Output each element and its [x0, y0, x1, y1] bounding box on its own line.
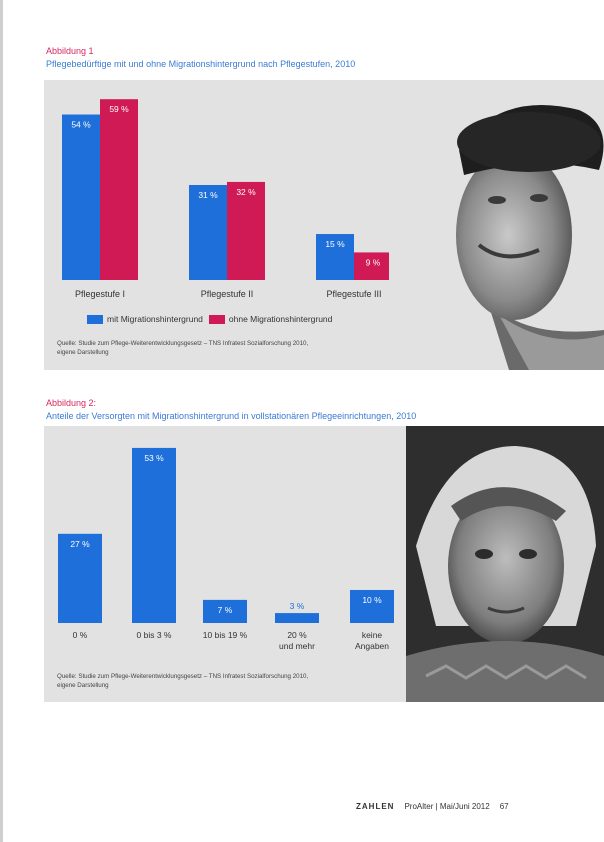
figure2-source-line2: eigene Darstellung [57, 682, 109, 689]
footer-page-number: 67 [499, 802, 509, 811]
figure1-title: Pflegebedürftige mit und ohne Migrations… [46, 59, 356, 69]
figure1-label: Abbildung 1 [46, 46, 94, 56]
legend-label-ohne: ohne Migrationshintergrund [228, 314, 333, 324]
legend-swatch-ohne [208, 314, 225, 324]
category-label-0: 0 % [73, 630, 88, 640]
photo-elderly-woman [406, 426, 604, 702]
bar-value-label-0: 27 % [70, 539, 90, 549]
bar-value-label-ohne-2: 9 % [366, 257, 381, 267]
bar-value-label-mit-0: 54 % [71, 120, 91, 130]
bar-value-label-mit-2: 15 % [325, 239, 345, 249]
photo-elderly-man [389, 80, 604, 370]
figure1-legend: mit Migrationshintergrund ohne Migration… [87, 314, 338, 324]
figure2-title: Anteile der Versorgten mit Migrationshin… [46, 411, 417, 421]
category-label-2: Pflegestufe III [326, 289, 381, 299]
bar-value-label-1: 53 % [144, 453, 164, 463]
category-label-1: 0 bis 3 % [137, 630, 172, 640]
figure2-chart: 27 % 0 % 53 % 0 bis 3 % 7 % 10 bis 19 % 3 % 20 … [58, 447, 394, 651]
page-footer: ZAHLEN ProAlter | Mai/Juni 2012 67 [356, 802, 509, 811]
legend-item-mit: mit Migrationshintergrund [87, 314, 203, 324]
figure1-source-line2: eigene Darstellung [57, 349, 109, 356]
figure2-source-line1: Quelle: Studie zum Pflege-Weiterentwickl… [57, 673, 309, 680]
bar-ohne-0 [100, 99, 138, 281]
category-label-line2-3: und mehr [279, 641, 315, 651]
footer-section: ZAHLEN [356, 802, 395, 811]
figure1-panel: 54 % 59 % Pflegestufe I 31 % 32 % Pflegestufe… [44, 80, 604, 370]
bar-value-label-4: 10 % [362, 595, 382, 605]
category-label-4: keine [362, 630, 383, 640]
bar-0 [58, 533, 102, 623]
figure2-source: Quelle: Studie zum Pflege-Weiterentwickl… [57, 672, 308, 690]
bar-4 [350, 589, 394, 623]
bar-value-label-ohne-0: 59 % [109, 104, 129, 114]
bar-value-label-mit-1: 31 % [198, 190, 218, 200]
bar-1 [132, 447, 176, 623]
bar-ohne-2 [354, 252, 392, 280]
category-label-0: Pflegestufe I [75, 289, 125, 299]
category-label-2: 10 bis 19 % [203, 630, 248, 640]
figure1-chart: 54 % 59 % Pflegestufe I 31 % 32 % Pflegestufe… [62, 99, 392, 299]
bar-2 [203, 599, 247, 623]
bar-ohne-1 [227, 181, 265, 280]
figure1-source: Quelle: Studie zum Pflege-Weiterentwickl… [57, 339, 308, 357]
category-label-line2-4: Angaben [355, 641, 389, 651]
category-label-1: Pflegestufe II [201, 289, 254, 299]
legend-label-mit: mit Migrationshintergrund [107, 314, 203, 324]
footer-magazine: ProAlter | Mai/Juni 2012 [404, 802, 490, 811]
bar-value-label-2: 7 % [218, 605, 233, 615]
bar-value-label-3: 3 % [290, 601, 305, 611]
bar-value-label-ohne-1: 32 % [236, 187, 256, 197]
bar-mit-2 [316, 234, 354, 280]
figure1-source-line1: Quelle: Studie zum Pflege-Weiterentwickl… [57, 340, 309, 347]
bar-mit-1 [189, 185, 227, 280]
page-edge-shadow [0, 0, 3, 842]
figure2-panel: 27 % 0 % 53 % 0 bis 3 % 7 % 10 bis 19 % 3 % 20 … [44, 426, 604, 702]
category-label-3: 20 % [287, 630, 307, 640]
legend-item-ohne: ohne Migrationshintergrund [208, 314, 333, 324]
figure2-label: Abbildung 2: [46, 398, 97, 408]
bar-3 [275, 613, 319, 623]
legend-swatch-mit [87, 314, 103, 324]
bar-mit-0 [62, 114, 100, 280]
